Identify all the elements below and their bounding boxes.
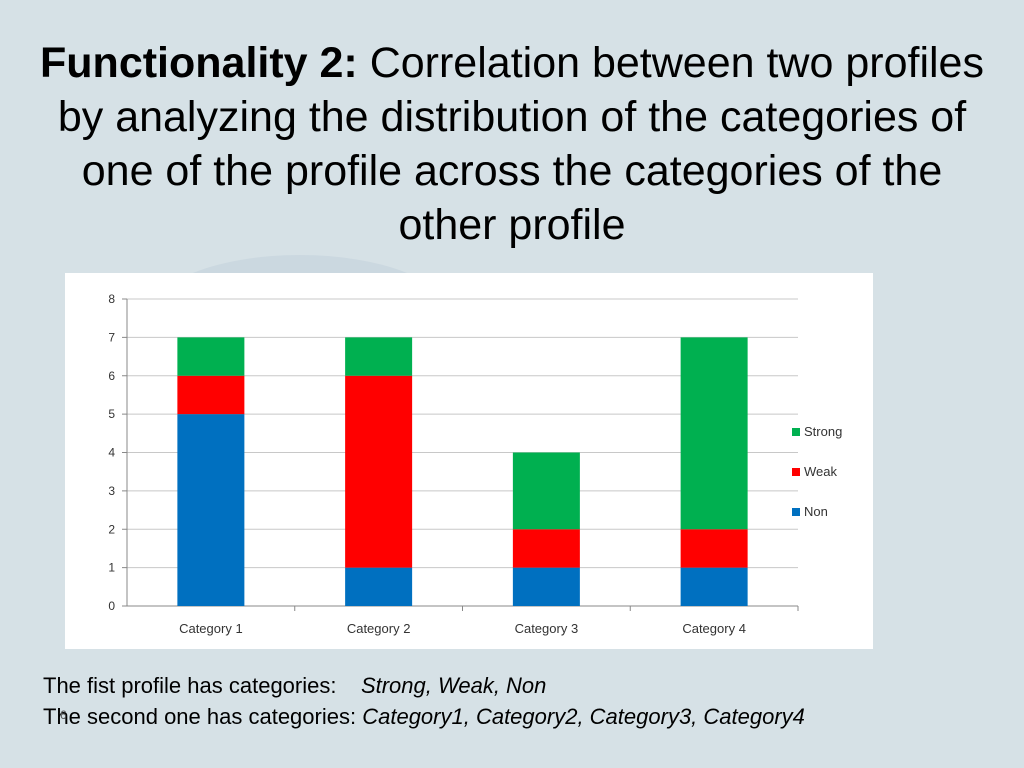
bar-strong-4 <box>680 337 748 530</box>
y-tick-label: 1 <box>108 561 115 575</box>
bar-strong-2 <box>345 337 413 376</box>
bar-non-4 <box>680 567 748 606</box>
legend-label-non: Non <box>804 504 828 519</box>
y-tick-label: 5 <box>108 407 115 421</box>
y-tick-label: 6 <box>108 369 115 383</box>
y-tick-label: 3 <box>108 484 115 498</box>
legend-label-strong: Strong <box>804 424 842 439</box>
bar-non-3 <box>512 567 580 606</box>
slide-title: Functionality 2: Correlation between two… <box>40 36 984 252</box>
bar-weak-4 <box>680 529 748 568</box>
legend-label-weak: Weak <box>804 464 837 479</box>
caption-first-profile: The fist profile has categories: Strong,… <box>43 673 546 699</box>
title-rest: Correlation between two profiles by anal… <box>57 39 984 249</box>
chart-area: 0 1 2 3 4 5 6 7 8 Category 1 Category 2 Category 3 C… <box>65 273 873 649</box>
bar-strong-3 <box>512 452 580 530</box>
legend-swatch-strong <box>792 428 800 436</box>
bar-non-1 <box>177 414 245 606</box>
x-tick-label: Category 3 <box>515 621 579 636</box>
y-tick-label: 0 <box>108 599 115 613</box>
y-tick-label: 4 <box>108 446 115 460</box>
caption-1-values: Strong, Weak, Non <box>360 673 547 698</box>
bar-weak-2 <box>345 375 413 568</box>
bar-weak-3 <box>512 529 580 568</box>
x-tick-label: Category 4 <box>682 621 746 636</box>
bar-strong-1 <box>177 337 245 376</box>
bar-weak-1 <box>177 375 245 415</box>
y-tick-label: 7 <box>108 330 115 344</box>
legend-swatch-weak <box>792 468 800 476</box>
caption-2-label: The second one has categories: <box>43 704 357 729</box>
x-tick-label: Category 1 <box>179 621 243 636</box>
title-bold: Functionality 2: <box>40 39 358 87</box>
stacked-bar-chart: 0 1 2 3 4 5 6 7 8 Category 1 Category 2 Category 3 C… <box>108 292 842 636</box>
caption-2-values: Category1, Category2, Category3, Categor… <box>362 704 805 729</box>
caption-1-label: The fist profile has categories: <box>43 673 337 698</box>
y-tick-label: 8 <box>108 292 115 306</box>
legend-swatch-non <box>792 508 800 516</box>
x-tick-label: Category 2 <box>347 621 411 636</box>
slide-number: 6 <box>60 708 67 722</box>
caption-second-profile: The second one has categories: Category1… <box>43 704 805 730</box>
bar-non-2 <box>345 567 413 606</box>
y-tick-label: 2 <box>108 522 115 536</box>
